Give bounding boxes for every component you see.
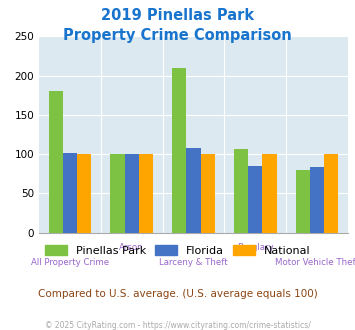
Bar	[110, 154, 125, 233]
Bar	[77, 154, 91, 233]
Bar	[63, 152, 77, 233]
Bar	[248, 166, 262, 233]
Text: Property Crime Comparison: Property Crime Comparison	[63, 28, 292, 43]
Bar	[172, 68, 186, 233]
Bar	[296, 170, 310, 233]
Bar	[125, 154, 139, 233]
Text: 2019 Pinellas Park: 2019 Pinellas Park	[101, 8, 254, 23]
Text: Larceny & Theft: Larceny & Theft	[159, 258, 228, 267]
Text: Compared to U.S. average. (U.S. average equals 100): Compared to U.S. average. (U.S. average …	[38, 289, 317, 299]
Bar	[49, 91, 63, 233]
Text: Arson: Arson	[119, 244, 144, 252]
Bar	[201, 154, 215, 233]
Bar	[310, 167, 324, 233]
Text: All Property Crime: All Property Crime	[31, 258, 109, 267]
Bar	[262, 154, 277, 233]
Bar	[139, 154, 153, 233]
Text: Motor Vehicle Theft: Motor Vehicle Theft	[275, 258, 355, 267]
Text: © 2025 CityRating.com - https://www.cityrating.com/crime-statistics/: © 2025 CityRating.com - https://www.city…	[45, 321, 310, 330]
Bar	[234, 148, 248, 233]
Legend: Pinellas Park, Florida, National: Pinellas Park, Florida, National	[40, 241, 315, 260]
Bar	[324, 154, 338, 233]
Bar	[186, 148, 201, 233]
Text: Burglary: Burglary	[237, 244, 274, 252]
